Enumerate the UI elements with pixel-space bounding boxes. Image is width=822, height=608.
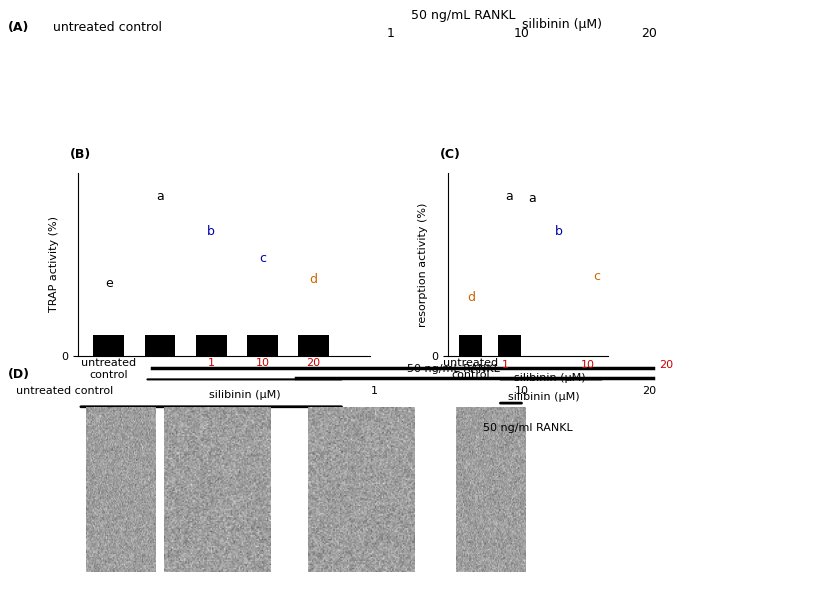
Text: 10: 10 xyxy=(580,360,595,370)
Text: 1: 1 xyxy=(371,386,377,396)
Text: 1: 1 xyxy=(502,360,509,370)
Text: 50 ng/mL RANKL: 50 ng/mL RANKL xyxy=(411,9,515,22)
Text: silibinin (μM): silibinin (μM) xyxy=(522,18,602,31)
Bar xyxy=(196,335,227,356)
Text: (A): (A) xyxy=(8,21,30,34)
Text: c: c xyxy=(259,252,266,265)
Text: silibinin (μM): silibinin (μM) xyxy=(209,390,280,401)
Text: d: d xyxy=(310,273,317,286)
Text: silibinin (μM): silibinin (μM) xyxy=(514,373,585,383)
Text: a: a xyxy=(528,192,536,204)
Text: 10: 10 xyxy=(515,386,529,396)
Bar xyxy=(145,335,175,356)
Text: b: b xyxy=(555,224,562,238)
Text: c: c xyxy=(593,270,600,283)
Text: a: a xyxy=(156,190,164,203)
Text: 50 ng/mL RANKL: 50 ng/mL RANKL xyxy=(407,364,500,373)
Bar xyxy=(497,335,520,356)
Text: e: e xyxy=(105,277,113,289)
Text: a: a xyxy=(506,190,513,203)
Text: 20: 20 xyxy=(641,27,658,40)
Text: 20: 20 xyxy=(642,386,657,396)
Bar xyxy=(94,335,124,356)
Text: 50 ng/ml RANKL: 50 ng/ml RANKL xyxy=(483,423,573,432)
Text: (C): (C) xyxy=(440,148,460,161)
Text: 50 ng/ml RANKL: 50 ng/ml RANKL xyxy=(166,416,256,426)
Bar xyxy=(247,335,278,356)
Bar xyxy=(298,335,329,356)
Text: d: d xyxy=(467,291,475,303)
Text: b: b xyxy=(207,224,215,238)
Y-axis label: TRAP activity (%): TRAP activity (%) xyxy=(48,216,58,313)
Bar xyxy=(459,335,483,356)
Y-axis label: resorption activity (%): resorption activity (%) xyxy=(418,202,428,326)
Text: 1: 1 xyxy=(386,27,395,40)
Text: 10: 10 xyxy=(514,27,530,40)
Text: untreated control: untreated control xyxy=(16,386,113,396)
Text: untreated control: untreated control xyxy=(53,21,163,34)
Text: 20: 20 xyxy=(658,360,673,370)
Text: silibinin (μM): silibinin (μM) xyxy=(508,392,580,402)
Text: (B): (B) xyxy=(70,148,91,161)
Text: (D): (D) xyxy=(8,368,30,381)
